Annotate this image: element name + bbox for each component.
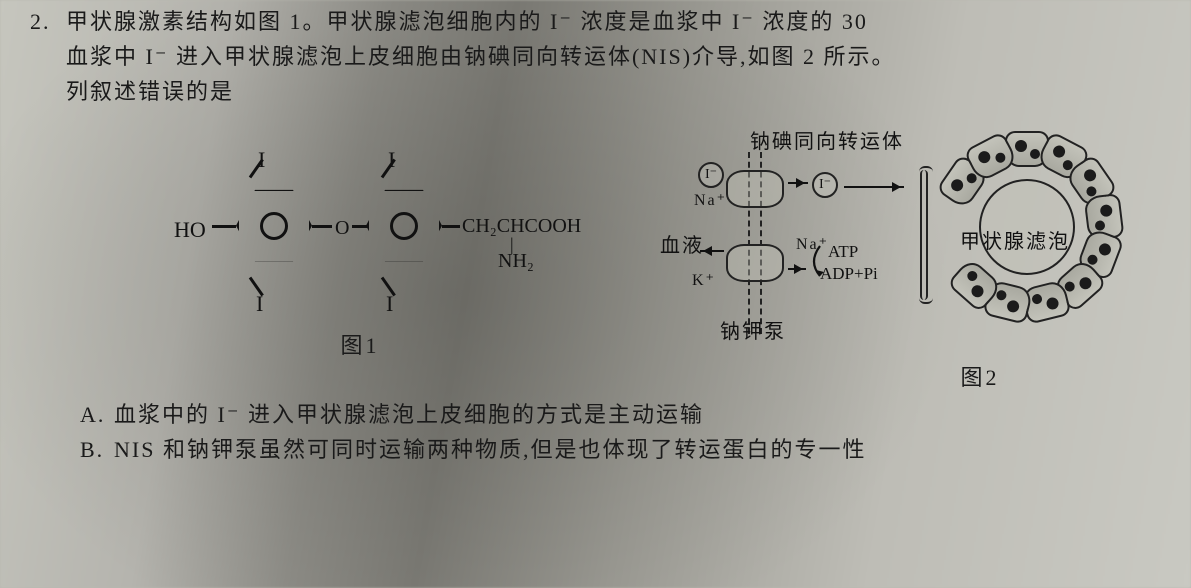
option-text: 血浆中的 I⁻ 进入甲状腺滤泡上皮细胞的方式是主动运输 [114, 397, 704, 432]
label-adp: ADP+Pi [820, 264, 878, 284]
na-k-pump [726, 244, 784, 282]
figures-row: HO O I I I I CH₂CHCOOH | NH₂ 图1 [30, 130, 1179, 395]
atom-chain: CH₂CHCOOH [462, 210, 581, 242]
bond [442, 225, 460, 228]
bond [352, 225, 368, 228]
question-line-3: 列叙述错误的是 [30, 74, 1179, 109]
molecule-structure: HO O I I I I CH₂CHCOOH | NH₂ [150, 130, 570, 320]
option-a: A. 血浆中的 I⁻ 进入甲状腺滤泡上皮细胞的方式是主动运输 [80, 397, 1179, 432]
figure-1-caption: 图1 [150, 328, 570, 363]
atom-i: I [386, 286, 393, 321]
question-line-2: 血浆中 I⁻ 进入甲状腺滤泡上皮细胞由钠碘同向转运体(NIS)介导,如图 2 所… [30, 39, 1179, 74]
atom-ho: HO [174, 212, 206, 247]
arrow-icon [788, 268, 806, 271]
option-marker: B. [80, 432, 114, 467]
bond [312, 225, 332, 228]
label-atp: ATP [828, 242, 858, 262]
option-text: NIS 和钠钾泵虽然可同时运输两种物质,但是也体现了转运蛋白的专一性 [114, 432, 866, 467]
aromatic-circle-icon [260, 212, 288, 240]
option-b: B. NIS 和钠钾泵虽然可同时运输两种物质,但是也体现了转运蛋白的专一性 [80, 432, 1179, 467]
arrow-icon [700, 250, 724, 253]
label-follicle: 甲状腺滤泡 [960, 226, 1070, 258]
figure-1: HO O I I I I CH₂CHCOOH | NH₂ 图1 [150, 130, 570, 363]
benzene-ring-left [236, 188, 312, 264]
label-nis: 钠碘同向转运体 [750, 126, 904, 158]
question-number: 2. [30, 4, 66, 39]
atom-i: I [388, 142, 395, 177]
question-text-2: 血浆中 I⁻ 进入甲状腺滤泡上皮细胞由钠碘同向转运体(NIS)介导,如图 2 所… [66, 39, 1179, 74]
bond [212, 225, 236, 228]
answer-options: A. 血浆中的 I⁻ 进入甲状腺滤泡上皮细胞的方式是主动运输 B. NIS 和钠… [30, 397, 1179, 467]
question-line-1: 2. 甲状腺激素结构如图 1。甲状腺滤泡细胞内的 I⁻ 浓度是血浆中 I⁻ 浓度… [30, 4, 1179, 39]
arrow-icon [844, 186, 904, 189]
page-content: 2. 甲状腺激素结构如图 1。甲状腺滤泡细胞内的 I⁻ 浓度是血浆中 I⁻ 浓度… [0, 0, 1191, 467]
ion-potassium-label: K⁺ [692, 270, 716, 290]
figure-2-caption: 图2 [880, 360, 1080, 395]
ion-iodide: I⁻ [812, 172, 838, 198]
aromatic-circle-icon [390, 212, 418, 240]
option-marker: A. [80, 397, 114, 432]
arrow-icon [788, 182, 808, 185]
atp-arrow-icon [806, 242, 826, 282]
question-text-3: 列叙述错误的是 [66, 74, 1179, 109]
nis-transporter [726, 170, 784, 208]
atom-o-bridge: O [335, 212, 349, 244]
question-text-1: 甲状腺激素结构如图 1。甲状腺滤泡细胞内的 I⁻ 浓度是血浆中 I⁻ 浓度的 3… [66, 4, 1179, 39]
atom-i: I [258, 142, 265, 177]
atom-nh2: NH₂ [498, 245, 534, 277]
benzene-ring-right [366, 188, 442, 264]
ion-iodide: I⁻ [698, 162, 724, 188]
apical-membrane [920, 170, 928, 300]
ion-sodium-label: Na⁺ [694, 190, 727, 210]
atom-i: I [256, 286, 263, 321]
transport-diagram: 钠碘同向转运体 I⁻ Na⁺ I⁻ I⁻ 血液 Na⁺ K⁺ AT [600, 130, 1120, 360]
label-pump: 钠钾泵 [720, 316, 786, 348]
figure-2: 钠碘同向转运体 I⁻ Na⁺ I⁻ I⁻ 血液 Na⁺ K⁺ AT [600, 130, 1120, 395]
